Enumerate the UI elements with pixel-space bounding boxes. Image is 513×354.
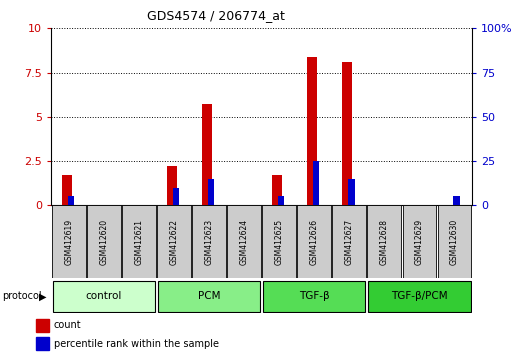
Bar — [272, 175, 282, 205]
FancyBboxPatch shape — [192, 205, 226, 278]
Bar — [167, 166, 177, 205]
Bar — [36, 319, 49, 332]
Bar — [313, 161, 320, 205]
FancyBboxPatch shape — [263, 281, 365, 312]
Text: percentile rank within the sample: percentile rank within the sample — [54, 339, 219, 349]
FancyBboxPatch shape — [122, 205, 156, 278]
Text: PCM: PCM — [198, 291, 220, 301]
FancyBboxPatch shape — [157, 205, 191, 278]
Text: GSM412623: GSM412623 — [205, 218, 213, 265]
FancyBboxPatch shape — [158, 281, 260, 312]
Text: TGF-β: TGF-β — [299, 291, 329, 301]
Text: GSM412628: GSM412628 — [380, 219, 389, 264]
FancyBboxPatch shape — [298, 205, 331, 278]
Text: GSM412624: GSM412624 — [240, 218, 249, 265]
Bar — [278, 196, 284, 205]
Text: GSM412620: GSM412620 — [100, 218, 108, 265]
Bar — [453, 196, 460, 205]
Text: ▶: ▶ — [38, 291, 46, 302]
Text: protocol: protocol — [3, 291, 42, 302]
Bar — [307, 57, 317, 205]
Bar — [202, 104, 212, 205]
Text: control: control — [86, 291, 122, 301]
Text: GSM412622: GSM412622 — [169, 219, 179, 264]
Text: TGF-β/PCM: TGF-β/PCM — [391, 291, 448, 301]
Bar — [173, 188, 179, 205]
Bar — [62, 175, 72, 205]
Text: GSM412627: GSM412627 — [345, 218, 354, 265]
Text: GSM412619: GSM412619 — [64, 218, 73, 265]
FancyBboxPatch shape — [438, 205, 471, 278]
FancyBboxPatch shape — [332, 205, 366, 278]
Bar — [342, 62, 352, 205]
FancyBboxPatch shape — [52, 205, 86, 278]
FancyBboxPatch shape — [403, 205, 436, 278]
Text: GSM412630: GSM412630 — [450, 218, 459, 265]
Bar — [36, 337, 49, 350]
Text: count: count — [54, 320, 82, 331]
Text: GSM412629: GSM412629 — [415, 218, 424, 265]
Bar — [208, 179, 214, 205]
FancyBboxPatch shape — [368, 281, 470, 312]
FancyBboxPatch shape — [227, 205, 261, 278]
Text: GSM412621: GSM412621 — [134, 219, 144, 264]
FancyBboxPatch shape — [262, 205, 296, 278]
Bar — [348, 179, 354, 205]
FancyBboxPatch shape — [367, 205, 401, 278]
Bar — [68, 196, 74, 205]
FancyBboxPatch shape — [53, 281, 155, 312]
Text: GSM412625: GSM412625 — [274, 218, 284, 265]
Text: GDS4574 / 206774_at: GDS4574 / 206774_at — [147, 9, 284, 22]
Text: GSM412626: GSM412626 — [310, 218, 319, 265]
FancyBboxPatch shape — [87, 205, 121, 278]
